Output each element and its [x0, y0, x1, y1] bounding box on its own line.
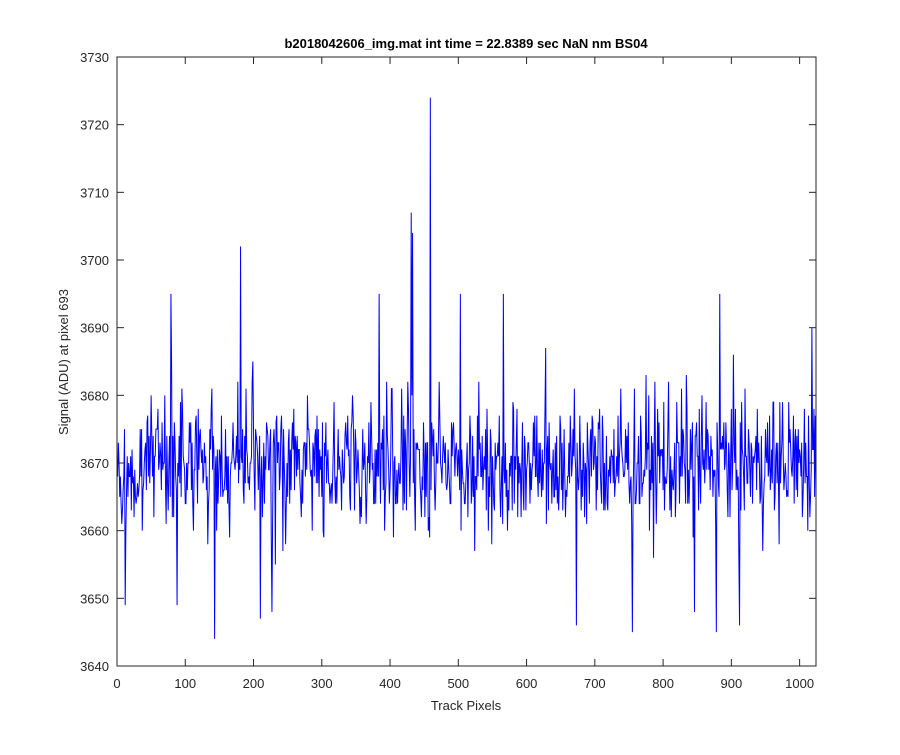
y-tick-label: 3720 — [80, 118, 109, 133]
y-tick-label: 3690 — [80, 321, 109, 336]
series-line — [117, 97, 816, 639]
x-tick-label: 700 — [584, 676, 606, 691]
x-tick-label: 300 — [311, 676, 333, 691]
y-tick-label: 3660 — [80, 524, 109, 539]
x-tick-label: 400 — [379, 676, 401, 691]
y-tick-label: 3710 — [80, 185, 109, 200]
y-tick-label: 3640 — [80, 659, 109, 674]
x-axis-label: Track Pixels — [431, 698, 502, 713]
y-tick-label: 3670 — [80, 456, 109, 471]
plot-background — [117, 57, 816, 666]
x-tick-label: 1000 — [785, 676, 814, 691]
plot-area: 0 100 200 300 400 500 600 700 800 900 1000 3640 3650… — [80, 50, 817, 691]
x-tick-label: 900 — [721, 676, 743, 691]
x-tick-label: 500 — [447, 676, 469, 691]
chart-title: b2018042606_img.mat int time = 22.8389 s… — [284, 36, 648, 51]
x-tick-label: 600 — [516, 676, 538, 691]
axes-box — [116, 56, 817, 667]
x-tick-label: 800 — [652, 676, 674, 691]
x-tick-label: 200 — [243, 676, 265, 691]
y-axis-label: Signal (ADU) at pixel 693 — [56, 289, 71, 435]
x-tick-label: 100 — [174, 676, 196, 691]
y-tick-label: 3730 — [80, 50, 109, 65]
y-tick-label: 3680 — [80, 388, 109, 403]
x-tick-label: 0 — [113, 676, 120, 691]
y-tick-label: 3650 — [80, 591, 109, 606]
y-tick-label: 3700 — [80, 253, 109, 268]
